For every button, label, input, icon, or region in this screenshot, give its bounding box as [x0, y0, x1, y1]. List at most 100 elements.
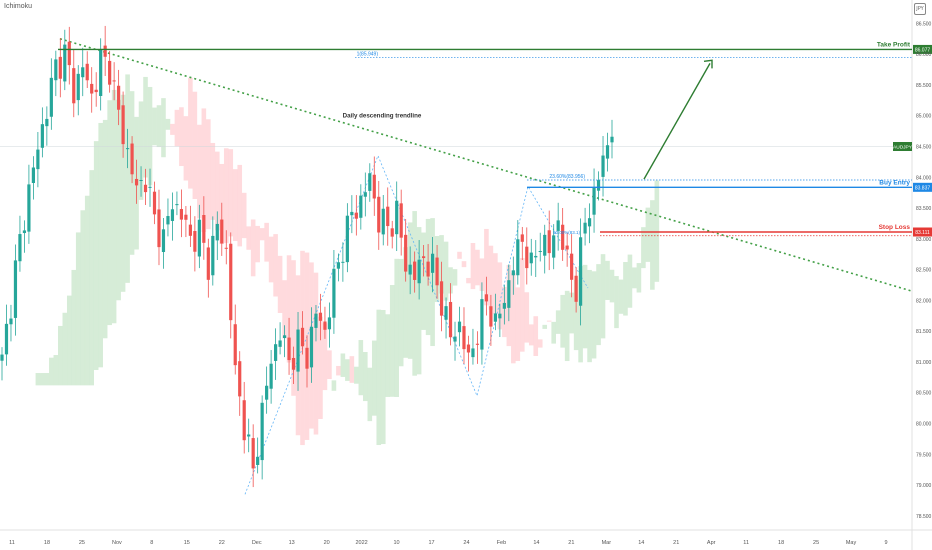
candle-body [0, 354, 4, 361]
x-tick-label: 2022 [355, 540, 367, 546]
cloud-segment [44, 373, 50, 386]
candle-body [117, 85, 121, 110]
candle-body [161, 229, 166, 253]
cloud-segment [367, 367, 373, 422]
cloud-segment [232, 169, 238, 242]
buy-entry-fib-label: 23.60%(83.956) [549, 174, 585, 180]
cloud-segment [537, 339, 543, 348]
cloud-segment [457, 251, 462, 259]
y-tick-label: 81.500 [916, 329, 932, 335]
x-tick-label: 10 [393, 540, 399, 546]
cloud-segment [98, 122, 103, 368]
cloud-segment [654, 180, 660, 282]
cloud-segment [147, 86, 153, 186]
candle-body [67, 41, 71, 66]
cloud-segment [143, 76, 148, 178]
candle-body [516, 239, 520, 276]
candle-body [605, 145, 610, 159]
cloud-segment [331, 380, 337, 391]
cloud-segment [152, 107, 157, 146]
candle-body [99, 49, 103, 96]
y-tick-label: 80.000 [916, 422, 932, 428]
candle-body [368, 173, 372, 191]
candle-body [265, 385, 269, 400]
candle-body [85, 63, 89, 81]
candle-body [166, 216, 170, 225]
cloud-segment [412, 211, 417, 376]
candle-body [197, 219, 201, 257]
cloud-segment [618, 279, 624, 314]
cloud-segment [107, 100, 112, 326]
candle-body [125, 148, 130, 150]
y-tick-label: 82.500 [916, 268, 932, 274]
candle-body [592, 187, 596, 215]
cloud-segment [255, 225, 260, 263]
y-tick-label: 78.500 [916, 514, 932, 520]
cloud-segment [71, 269, 77, 386]
candle-body [45, 118, 49, 127]
candle-body [282, 335, 287, 339]
x-tick-label: 25 [79, 540, 85, 546]
candle-body [462, 326, 466, 350]
cloud-segment [636, 263, 642, 293]
cloud-segment [273, 234, 278, 297]
candle-body [520, 234, 524, 242]
cloud-segment [246, 226, 251, 250]
candle-body [475, 343, 480, 345]
stop-loss-price-badge [913, 227, 932, 237]
cloud-segment [488, 245, 494, 310]
take-profit-price-text: 86.077 [915, 47, 931, 53]
candle-body [453, 336, 457, 342]
candle-body [498, 313, 502, 319]
cloud-segment [318, 316, 323, 419]
candle-body [18, 234, 22, 262]
cloud-segment [448, 267, 453, 294]
candle-body [220, 219, 224, 244]
cloud-segment [223, 148, 229, 243]
candle-body [525, 246, 529, 269]
candle-body [202, 215, 206, 243]
candle-body [318, 312, 323, 321]
stop-fib-label: 50.00%(83.1) [553, 230, 581, 235]
candle-body [556, 220, 560, 231]
cloud-segment [511, 272, 516, 364]
cloud-segment [596, 264, 601, 346]
cloud-segment [533, 316, 539, 356]
candle-body [27, 184, 31, 232]
candle-body [444, 306, 448, 320]
candle-body [76, 73, 80, 101]
candle-body [305, 347, 309, 369]
cloud-segment [116, 99, 121, 301]
cloud-segment [277, 255, 283, 314]
candle-body [359, 195, 363, 218]
candle-body [36, 149, 40, 170]
indicator-label[interactable]: Ichimoku [4, 3, 33, 10]
currency-icon[interactable]: JPY [914, 3, 926, 15]
candle-body [448, 301, 453, 338]
x-tick-label: 21 [568, 540, 574, 546]
candle-body [601, 155, 605, 177]
candle-body [561, 224, 565, 250]
candle-body [327, 317, 332, 330]
cloud-segment [291, 260, 296, 396]
cloud-segment [551, 321, 556, 344]
candle-body [390, 228, 394, 237]
cloud-segment [398, 258, 404, 367]
candle-body [143, 184, 148, 193]
candle-body [511, 270, 515, 276]
candle-body [242, 400, 246, 441]
cloud-segment [259, 228, 265, 241]
cloud-segment [582, 264, 588, 349]
candle-body [58, 56, 62, 79]
cloud-segment [93, 141, 99, 370]
cloud-segment [75, 232, 81, 386]
candle-body [157, 209, 161, 248]
cloud-segment [614, 276, 619, 329]
candle-body [31, 167, 35, 183]
cloud-segment [214, 151, 220, 231]
candle-body [211, 235, 215, 276]
candle-body [552, 235, 556, 258]
stop-loss-price-text: 83.111 [915, 230, 930, 236]
candle-body [457, 321, 462, 333]
